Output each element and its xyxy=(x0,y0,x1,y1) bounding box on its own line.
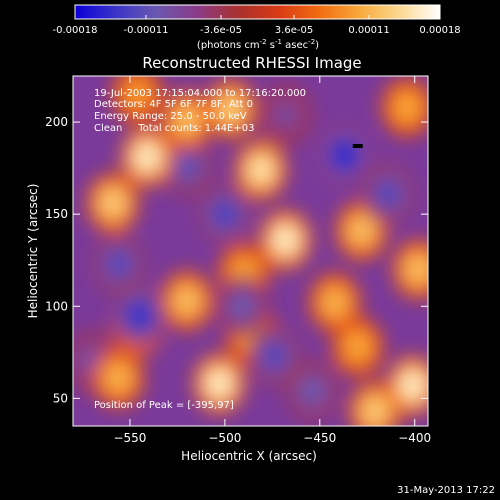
positive-source xyxy=(406,256,428,283)
positive-source xyxy=(248,156,273,184)
negative-source xyxy=(376,180,401,208)
x-tick-label: −550 xyxy=(113,431,146,445)
y-tick-label: 150 xyxy=(45,207,68,221)
axis-ticks: −550 −500 −450 −400 50 100 150 200 xyxy=(45,76,431,445)
annotation-detectors: Detectors: 4F 5F 6F 7F 8F, Att 0 xyxy=(94,99,253,110)
colorbar: -0.00018 -0.00011 -3.6e-05 3.6e-05 0.00011 0.… xyxy=(53,4,461,51)
colorbar-tick-label: 0.00018 xyxy=(419,25,460,36)
colorbar-gradient xyxy=(75,5,440,19)
annotation-energy: Energy Range: 25.0 - 50.0 keV xyxy=(94,111,247,122)
colorbar-tick-label: -3.6e-05 xyxy=(200,25,242,36)
positive-source xyxy=(174,287,199,314)
colorbar-units-label: (photons cm-2 s-1 asec-2) xyxy=(197,38,319,51)
colorbar-tick-label: -0.00011 xyxy=(123,25,168,36)
annotation-block: 19-Jul-2003 17:15:04.000 to 17:16:20.000… xyxy=(94,88,306,134)
negative-source xyxy=(106,250,131,278)
image-sources xyxy=(73,76,428,426)
positive-source xyxy=(273,226,298,254)
plot-frame xyxy=(72,75,429,427)
x-tick-label: −450 xyxy=(303,431,336,445)
negative-source xyxy=(300,377,325,405)
positive-source xyxy=(100,189,125,217)
peak-position-label: Position of Peak = [-395,97] xyxy=(94,400,234,411)
positive-source xyxy=(125,81,150,108)
colorbar-tick-label: 0.00011 xyxy=(348,25,389,36)
positive-source xyxy=(322,289,347,316)
chart-title: Reconstructed RHESSI Image xyxy=(142,54,361,72)
positive-source xyxy=(174,107,199,134)
colorbar-tick-label: -0.00018 xyxy=(53,25,98,36)
negative-source xyxy=(262,342,287,370)
positive-source xyxy=(395,94,420,121)
negative-source xyxy=(127,302,152,329)
positive-source xyxy=(207,370,232,397)
y-tick-label: 200 xyxy=(45,115,68,129)
y-tick-label: 50 xyxy=(53,391,68,405)
negative-source xyxy=(212,200,237,228)
negative-source xyxy=(273,101,298,128)
colorbar-ticks: -0.00018 -0.00011 -3.6e-05 3.6e-05 0.00011 0.… xyxy=(53,15,461,36)
x-axis-title: Heliocentric X (arcsec) xyxy=(181,449,317,463)
y-tick-label: 100 xyxy=(45,299,68,313)
annotation-time: 19-Jul-2003 17:15:04.000 to 17:16:20.000 xyxy=(94,88,306,99)
peak-marker xyxy=(352,144,363,148)
positive-source xyxy=(135,143,160,171)
annotation-counts: Clean Total counts: 1.44E+03 xyxy=(94,123,254,134)
x-tick-label: −400 xyxy=(398,431,431,445)
positive-source xyxy=(218,95,243,123)
negative-source xyxy=(174,153,199,180)
positive-source xyxy=(345,333,370,360)
negative-source xyxy=(229,293,254,320)
positive-source xyxy=(362,398,387,425)
x-tick-label: −500 xyxy=(208,431,241,445)
colorbar-tick-label: 3.6e-05 xyxy=(275,25,313,36)
positive-source xyxy=(106,364,131,392)
y-axis-title: Heliocentric Y (arcsec) xyxy=(26,184,40,319)
positive-source xyxy=(400,372,425,399)
negative-source xyxy=(332,142,357,169)
colorbar-frame xyxy=(74,4,441,20)
footer-timestamp: 31-May-2013 17:22 xyxy=(397,485,495,496)
image-area xyxy=(73,76,428,426)
positive-source xyxy=(349,217,374,244)
